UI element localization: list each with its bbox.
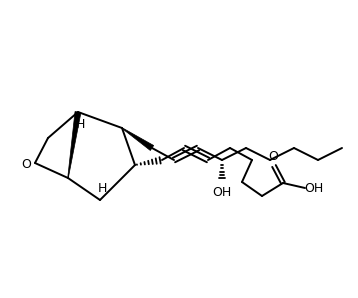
Text: H: H: [75, 119, 85, 131]
Text: OH: OH: [304, 181, 324, 195]
Polygon shape: [122, 128, 154, 150]
Text: H: H: [97, 182, 107, 195]
Polygon shape: [68, 111, 81, 178]
Text: O: O: [21, 158, 31, 170]
Text: OH: OH: [212, 185, 232, 198]
Text: O: O: [268, 150, 278, 164]
